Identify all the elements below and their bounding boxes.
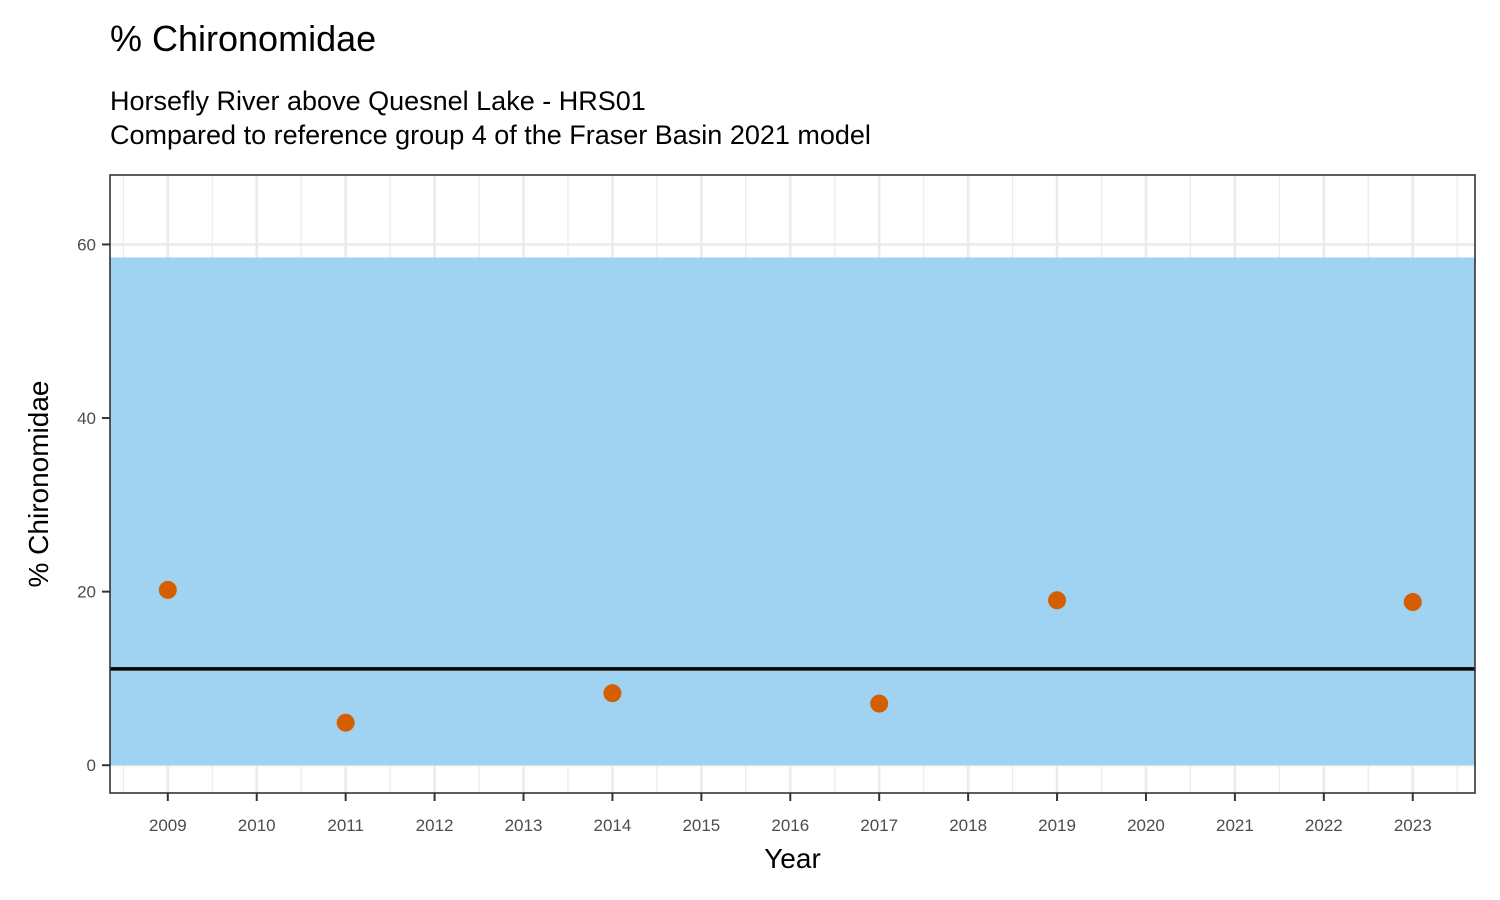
y-tick-label-0: 0 bbox=[87, 756, 96, 775]
y-axis: 0 20 40 60 bbox=[77, 235, 110, 775]
x-tick-label-2014: 2014 bbox=[594, 816, 632, 835]
x-tick-label-2023: 2023 bbox=[1394, 816, 1432, 835]
x-axis-title: Year bbox=[764, 843, 821, 874]
x-tick-label-2011: 2011 bbox=[327, 816, 364, 835]
data-point-2019 bbox=[1048, 591, 1067, 610]
x-tick-label-2018: 2018 bbox=[949, 816, 987, 835]
data-point-2023 bbox=[1403, 593, 1422, 612]
x-tick-label-2020: 2020 bbox=[1127, 816, 1165, 835]
subtitle-line-reference: Compared to reference group 4 of the Fra… bbox=[110, 120, 871, 150]
x-tick-label-2009: 2009 bbox=[149, 816, 187, 835]
y-tick-label-20: 20 bbox=[77, 583, 96, 602]
reference-band bbox=[110, 257, 1475, 766]
x-tick-label-2022: 2022 bbox=[1305, 816, 1343, 835]
plot-border bbox=[109, 174, 1476, 794]
data-point-2011 bbox=[336, 713, 355, 732]
x-tick-label-2019: 2019 bbox=[1038, 816, 1076, 835]
x-tick-label-2016: 2016 bbox=[771, 816, 809, 835]
y-tick-label-40: 40 bbox=[77, 409, 96, 428]
chart-subtitle: Horsefly River above Quesnel Lake - HRS0… bbox=[110, 84, 871, 152]
y-tick-label-60: 60 bbox=[77, 235, 96, 254]
x-axis: 2009 2010 2011 2012 2013 2014 2015 2016 2017 2018… bbox=[149, 793, 1432, 835]
data-points bbox=[158, 580, 1422, 732]
x-tick-label-2017: 2017 bbox=[860, 816, 898, 835]
x-tick-label-2012: 2012 bbox=[416, 816, 454, 835]
x-tick-label-2013: 2013 bbox=[505, 816, 543, 835]
subtitle-line-site: Horsefly River above Quesnel Lake - HRS0… bbox=[110, 86, 646, 116]
y-axis-title: % Chironomidae bbox=[23, 381, 54, 588]
x-tick-label-2010: 2010 bbox=[238, 816, 276, 835]
plot-border-rect bbox=[109, 174, 1476, 794]
x-tick-label-2021: 2021 bbox=[1216, 816, 1254, 835]
data-point-2017 bbox=[870, 694, 889, 713]
reference-band-rect bbox=[110, 257, 1475, 766]
data-point-2014 bbox=[603, 684, 622, 703]
x-tick-label-2015: 2015 bbox=[682, 816, 720, 835]
chart-title: % Chironomidae bbox=[110, 18, 377, 59]
data-point-2009 bbox=[158, 580, 177, 599]
